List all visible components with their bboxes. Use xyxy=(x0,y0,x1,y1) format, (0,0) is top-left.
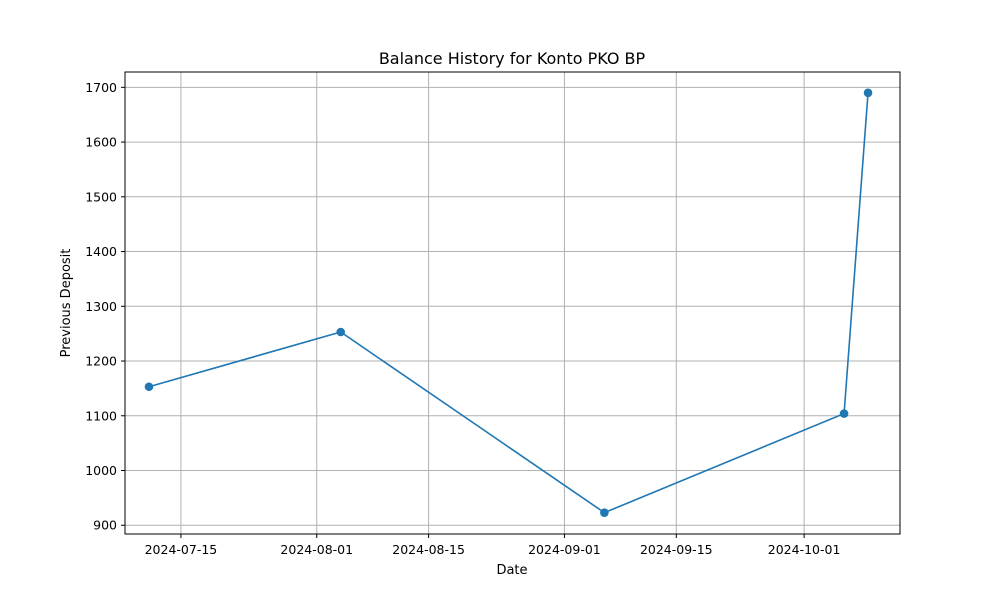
y-tick-label: 1000 xyxy=(85,463,117,478)
y-tick-label: 1700 xyxy=(85,80,117,95)
data-point xyxy=(863,88,873,98)
chart-title: Balance History for Konto PKO BP xyxy=(379,49,646,68)
data-point xyxy=(336,327,346,337)
y-axis-label: Previous Deposit xyxy=(59,249,74,358)
y-tick-label: 900 xyxy=(93,518,117,533)
data-point xyxy=(144,382,154,392)
x-tick-label: 2024-07-15 xyxy=(145,542,218,557)
y-tick-label: 1300 xyxy=(85,299,117,314)
x-tick-label: 2024-09-15 xyxy=(640,542,713,557)
data-point xyxy=(600,508,609,517)
y-axis: 900 1000 1100 1200 1300 1400 1500 1600 1700 xyxy=(85,80,125,533)
plot-frame xyxy=(124,71,901,535)
grid-lines xyxy=(125,72,900,534)
x-axis-label: Date xyxy=(496,563,527,578)
y-tick-label: 1400 xyxy=(85,244,117,259)
x-tick-label: 2024-10-01 xyxy=(768,542,841,557)
series-layer xyxy=(144,88,873,517)
y-tick-label: 1600 xyxy=(85,135,117,150)
data-point xyxy=(839,409,849,418)
y-tick-label: 1200 xyxy=(85,354,117,369)
y-tick-label: 1500 xyxy=(85,189,117,204)
y-tick-label: 1100 xyxy=(85,408,117,423)
series-line xyxy=(148,92,869,514)
x-axis: 2024-07-15 2024-08-01 2024-08-15 2024-09-01… xyxy=(145,534,841,557)
x-tick-label: 2024-09-01 xyxy=(528,542,601,557)
x-tick-label: 2024-08-01 xyxy=(280,542,353,557)
x-tick-label: 2024-08-15 xyxy=(392,542,465,557)
